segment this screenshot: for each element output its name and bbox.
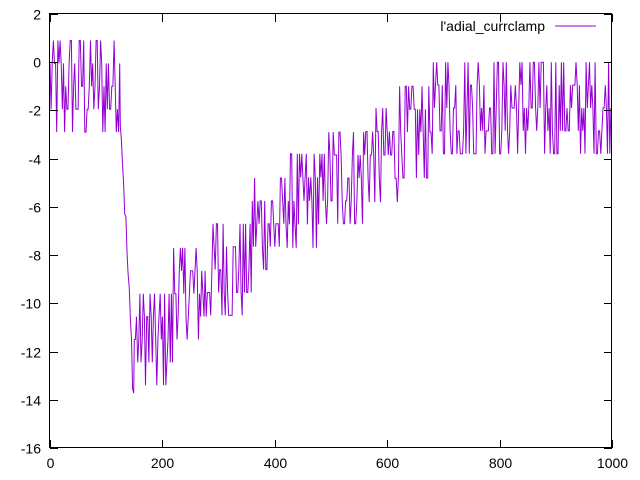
y-tick-label: 0 bbox=[33, 55, 41, 71]
legend-label: l'adial_currclamp bbox=[440, 18, 545, 34]
x-tick-label: 600 bbox=[376, 455, 400, 471]
y-tick-label: 2 bbox=[33, 7, 41, 23]
x-tick-label: 0 bbox=[47, 455, 55, 471]
y-tick-label: -8 bbox=[29, 248, 42, 264]
y-tick-label: -10 bbox=[21, 296, 41, 312]
y-tick-label: -2 bbox=[29, 103, 42, 119]
x-tick-label: 200 bbox=[151, 455, 175, 471]
y-tick-label: -14 bbox=[21, 393, 41, 409]
x-tick-label: 400 bbox=[264, 455, 288, 471]
y-axis: -16 -14 -12 -10 -8 -6 -4 -2 0 2 bbox=[21, 7, 612, 457]
plot-frame bbox=[49, 13, 612, 448]
x-tick-label: 1000 bbox=[597, 455, 628, 471]
y-tick-label: -16 bbox=[21, 441, 41, 457]
y-tick-label: -12 bbox=[21, 345, 41, 361]
series-group bbox=[49, 40, 612, 394]
series-line bbox=[49, 40, 612, 394]
legend: l'adial_currclamp bbox=[440, 18, 596, 34]
x-tick-label: 800 bbox=[489, 455, 513, 471]
y-tick-label: -4 bbox=[29, 152, 42, 168]
y-tick-label: -6 bbox=[29, 200, 42, 216]
x-axis: 0 200 400 600 800 1000 bbox=[47, 14, 628, 471]
